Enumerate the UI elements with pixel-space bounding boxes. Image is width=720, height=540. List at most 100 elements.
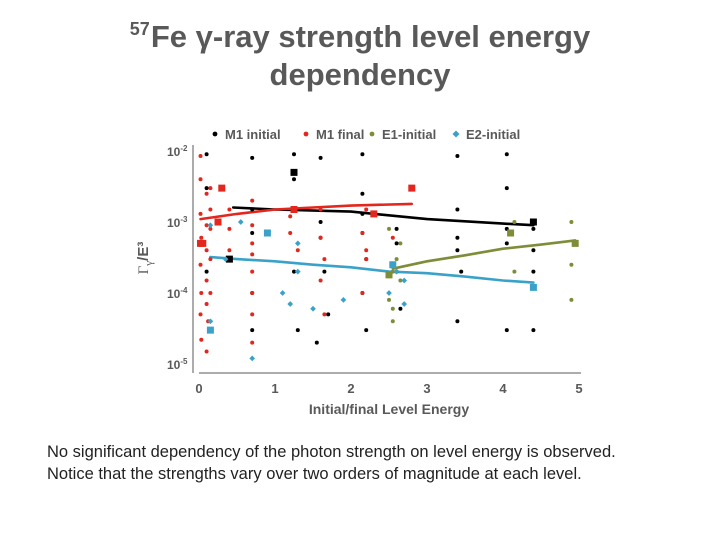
data-point [569,262,574,267]
data-point [250,312,255,317]
data-point [455,319,460,324]
legend-marker [212,131,218,137]
data-point [198,177,203,182]
data-point [390,306,395,311]
data-point [314,340,319,345]
data-point [207,318,214,325]
legend-label: E2-initial [466,127,520,142]
highlight-point [571,239,579,247]
caption-line-1: No significant dependency of the photon … [47,443,616,461]
data-point [250,291,255,295]
data-point [204,191,209,196]
data-point [364,207,369,212]
highlight-point [290,205,298,213]
data-point [250,223,255,228]
mass-number: 57 [129,19,150,39]
data-point [204,349,209,354]
data-point [250,340,255,345]
data-point [250,198,255,203]
data-point [326,312,331,317]
trend-line [209,255,535,284]
data-point [531,328,536,333]
data-point [531,248,536,253]
highlight-point [263,229,271,237]
y-tick-label: 10-2 [167,144,188,159]
trend-line [391,239,577,270]
chart-axes [192,145,581,374]
element-symbol: Fe [150,19,188,54]
data-point [394,241,399,246]
data-point [250,269,255,274]
highlight-point [199,239,207,247]
title-text: γ-ray strength level energy [195,19,591,54]
data-point [204,248,209,253]
data-point [455,248,460,253]
data-point [318,220,323,224]
data-point [504,328,509,333]
page-title: 57Fe γ-ray strength level energy depende… [0,10,720,94]
data-point [310,305,316,312]
trend-lines [199,202,577,284]
data-point [322,312,327,317]
data-point [390,319,395,324]
data-point [204,152,209,157]
data-point [250,252,255,257]
data-point [398,306,403,311]
title-line-1: 57Fe γ-ray strength level energy [0,10,720,56]
legend-marker [303,131,309,137]
data-point [512,220,517,224]
data-point [204,223,209,228]
data-point [504,241,509,246]
data-point [318,207,323,212]
y-tick-label: 10-3 [167,215,188,230]
data-point [295,328,300,333]
data-point [204,301,209,306]
highlight-point [290,168,298,176]
data-point [208,226,213,231]
data-point [249,355,256,362]
data-point [227,207,232,212]
data-point [295,248,300,253]
y-tick-labels: 10-5 10-4 10-3 10-2 [167,144,188,372]
data-point [318,278,323,283]
y-tick-label: 10-5 [167,357,188,372]
data-point [387,226,391,231]
data-point [318,235,323,240]
data-point [208,207,213,212]
data-point [204,186,209,191]
caption-line-2: Notice that the strengths vary over two … [47,465,582,483]
data-point [198,211,203,216]
legend-marker [452,130,460,138]
highlight-point [370,210,378,218]
data-point [198,154,203,159]
data-point [401,277,408,284]
data-point [204,278,209,283]
x-tick-label: 2 [347,381,354,396]
highlight-point [389,261,397,269]
data-point [569,297,574,302]
x-tick-label: 1 [271,381,278,396]
data-point [250,328,255,333]
data-point [364,248,369,253]
data-point [207,222,214,229]
data-points [197,152,579,362]
x-tick-label: 3 [423,381,430,396]
highlight-point [529,283,537,291]
data-point [237,219,244,225]
x-tick-label: 4 [499,381,507,396]
data-point [386,290,392,296]
legend-label: M1 initial [225,127,281,142]
data-point [227,226,232,231]
data-point [459,269,464,274]
x-tick-label: 0 [195,381,202,396]
data-point [198,262,203,267]
legend-marker [369,131,375,137]
data-point [364,257,369,262]
legend-label: M1 final [316,127,364,142]
data-point [208,186,213,191]
data-point [504,152,509,157]
y-axis-label: Γγ/E³ [135,242,155,275]
highlight-point [214,218,222,226]
caption: No significant dependency of the photon … [47,441,707,485]
